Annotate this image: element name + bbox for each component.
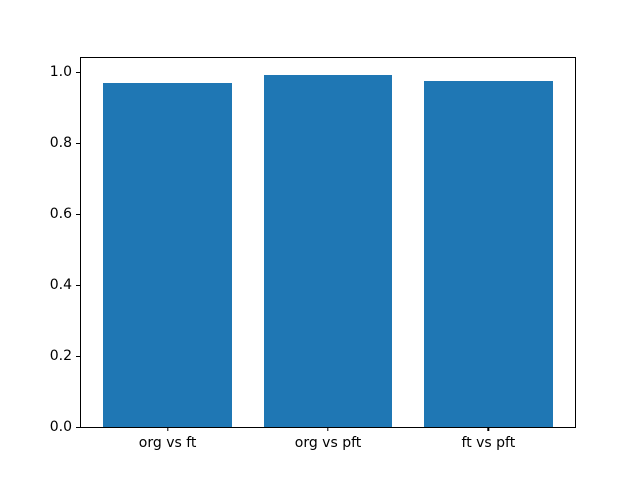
y-tick-mark — [76, 213, 80, 216]
y-tick-label: 0.8 — [49, 135, 72, 152]
x-tick-label: org vs ft — [138, 435, 197, 451]
bar-org-vs-ft — [103, 82, 232, 427]
y-tick-label: 0.6 — [49, 206, 72, 223]
y-tick-mark — [76, 71, 80, 74]
y-tick-mark — [76, 355, 80, 358]
y-tick-mark — [76, 426, 80, 428]
y-tick-label: 0.4 — [49, 277, 72, 294]
plot-area: 0.0 0.2 0.4 0.6 0.8 1.0 org vs ft org vs pft ft … — [50, 57, 576, 450]
y-tick-label: 0.0 — [49, 419, 72, 435]
y-tick-label: 1.0 — [49, 64, 72, 81]
y-tick-label: 0.2 — [49, 348, 72, 365]
x-tick-label: ft vs pft — [461, 435, 516, 451]
x-tick-label: org vs pft — [294, 435, 362, 451]
bar-org-vs-pft — [263, 75, 393, 427]
y-tick-mark — [76, 142, 80, 145]
x-tick-mark — [327, 427, 329, 431]
bar-ft-vs-pft — [424, 81, 553, 427]
x-tick-mark — [487, 427, 490, 431]
x-tick-mark — [166, 427, 169, 431]
y-tick-mark — [76, 284, 80, 287]
